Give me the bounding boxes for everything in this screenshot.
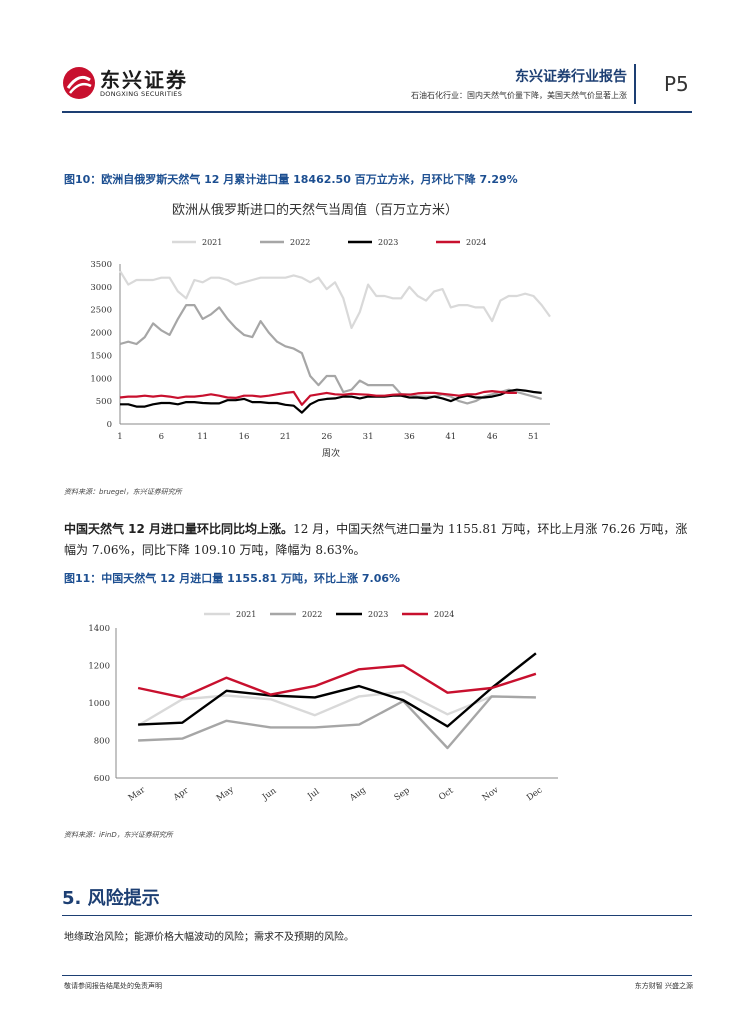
chart2-x-tick-label: Mar: [127, 785, 148, 804]
section-rule: [62, 915, 692, 916]
chart2-series-2023: [138, 652, 537, 728]
chart1-series-2023: [120, 388, 542, 414]
chart2-legend-label-2024: 2024: [434, 610, 454, 619]
chart2-legend-label-2023: 2023: [368, 610, 388, 619]
header-rule: [62, 111, 692, 113]
chart2-y-tick-label: 600: [94, 774, 110, 784]
figure11-title: 图11：中国天然气 12 月进口量 1155.81 万吨，环比上涨 7.06%: [64, 572, 401, 585]
chart2-x-tick-label: Nov: [481, 785, 501, 803]
chart2-x-tick-label: Apr: [171, 785, 191, 803]
chart1-x-tick-label: 36: [404, 432, 415, 442]
footer-disclaimer: 敬请参阅报告结尾处的免责声明: [64, 982, 162, 990]
chart1-legend-label-2021: 2021: [202, 238, 222, 247]
chart2-y-tick-label: 800: [94, 737, 110, 747]
header-divider: [634, 64, 636, 104]
chart1-title: 欧洲从俄罗斯进口的天然气当周值（百万立方米）: [172, 202, 458, 218]
chart2-x-tick-label: May: [215, 785, 236, 804]
chart1-y-tick-label: 1000: [90, 374, 112, 384]
chart1-series-2024: [119, 390, 517, 406]
risk-text: 地缘政治风险；能源价格大幅波动的风险；需求不及预期的风险。: [64, 932, 354, 943]
chart1-x-tick-label: 51: [528, 432, 539, 442]
chart2-y-tick-label: 1000: [88, 699, 110, 709]
chart2-x-tick-label: Oct: [437, 786, 456, 803]
figure10-title: 图10：欧洲自俄罗斯天然气 12 月累计进口量 18462.50 百万立方米，月…: [64, 173, 518, 186]
chart2-series-2022: [138, 695, 536, 750]
figure10-source: 资料来源：bruegel，东兴证券研究所: [64, 488, 182, 496]
chart1-series-2021: [119, 270, 551, 330]
chart1-series-2022: [119, 303, 542, 405]
chart1-y-tick-label: 2000: [90, 329, 112, 339]
chart1-x-tick-label: 6: [159, 432, 164, 442]
chart1-x-tick-label: 26: [321, 432, 332, 442]
chart-china-gas-imports: 2021 2022 2023 2024 600 800 1000 1200 1400 Mar Apr…: [88, 610, 558, 804]
section-heading: 5. 风险提示: [62, 888, 160, 909]
chart1-x-tick-label: 16: [239, 432, 250, 442]
chart1-y-tick-label: 500: [96, 397, 112, 407]
chart1-x-tick-label: 11: [197, 432, 208, 442]
chart1-y-tick-label: 3500: [90, 260, 112, 270]
figure11-source: 资料来源：iFinD，东兴证券研究所: [64, 831, 173, 839]
chart1-x-tick-label: 41: [445, 432, 456, 442]
chart1-legend-label-2022: 2022: [290, 238, 310, 247]
footer-rule: [62, 975, 692, 976]
chart1-legend-label-2023: 2023: [378, 238, 398, 247]
chart2-x-tick-label: Sep: [393, 785, 413, 803]
chart2-x-tick-label: Aug: [347, 785, 368, 804]
logo-english-name: DONGXING SECURITIES: [100, 90, 183, 98]
chart2-x-tick-label: Jul: [305, 787, 321, 803]
page-number: P5: [664, 72, 689, 96]
logo-name: 东兴证券: [100, 68, 188, 92]
chart1-y-tick-label: 3000: [90, 283, 112, 293]
chart2-series-2024: [137, 664, 537, 699]
chart1-x-label: 周次: [322, 447, 340, 459]
chart2-series-2021: [137, 690, 536, 727]
chart1-legend-label-2024: 2024: [466, 238, 486, 247]
chart2-legend-label-2021: 2021: [236, 610, 256, 619]
chart2-x-tick-label: Jun: [260, 786, 279, 803]
paragraph-lead: 中国天然气 12 月进口量环比同比均上涨。: [64, 522, 294, 536]
report-subtitle: 石油石化行业：国内天然气价量下降，美国天然气价显著上涨: [411, 91, 627, 100]
chart1-y-tick-label: 0: [107, 420, 112, 430]
footer-slogan: 东方财智 兴盛之源: [634, 982, 693, 990]
report-title: 东兴证券行业报告: [515, 69, 627, 85]
chart1-y-tick-label: 2500: [90, 306, 112, 316]
body-paragraph: 中国天然气 12 月进口量环比同比均上涨。12 月，中国天然气进口量为 1155…: [64, 519, 696, 561]
chart-europe-russia-gas: 欧洲从俄罗斯进口的天然气当周值（百万立方米） 2021 2022 2023 2024 0 5…: [90, 202, 551, 459]
chart2-y-tick-label: 1400: [88, 624, 110, 634]
chart2-legend-label-2022: 2022: [302, 610, 322, 619]
chart1-x-tick-label: 31: [363, 432, 374, 442]
chart1-x-tick-label: 21: [280, 432, 291, 442]
chart2-x-tick-label: Dec: [525, 785, 545, 803]
logo-icon: [63, 67, 95, 99]
chart2-y-tick-label: 1200: [88, 662, 110, 672]
paragraph-text: 12 月，中国天然气进口量为 1155.81 万吨，环比上月涨 76.26 万吨…: [64, 522, 688, 557]
chart1-y-tick-label: 1500: [90, 351, 112, 361]
chart1-x-tick-label: 46: [487, 432, 498, 442]
chart1-x-tick-label: 1: [117, 432, 122, 442]
